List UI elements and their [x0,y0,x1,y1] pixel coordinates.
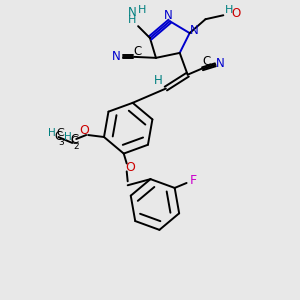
Text: N: N [164,9,172,22]
Text: O: O [232,7,241,20]
Text: H: H [128,15,136,25]
Text: H: H [64,132,72,142]
Text: C: C [56,128,64,138]
Text: N: N [216,57,225,70]
Text: C: C [70,136,78,146]
Text: H: H [154,74,162,87]
Text: 2: 2 [74,142,79,152]
Text: 3: 3 [58,139,64,148]
Text: C: C [54,130,62,142]
Text: F: F [190,173,197,187]
Text: O: O [126,161,136,174]
Text: H: H [48,128,56,138]
Text: C: C [202,55,211,68]
Text: H: H [138,5,146,15]
Text: N: N [112,50,121,63]
Text: N: N [128,6,136,19]
Text: O: O [79,124,89,136]
Text: C: C [70,134,78,146]
Text: C: C [133,45,141,58]
Text: H: H [225,5,233,15]
Text: N: N [190,24,199,37]
